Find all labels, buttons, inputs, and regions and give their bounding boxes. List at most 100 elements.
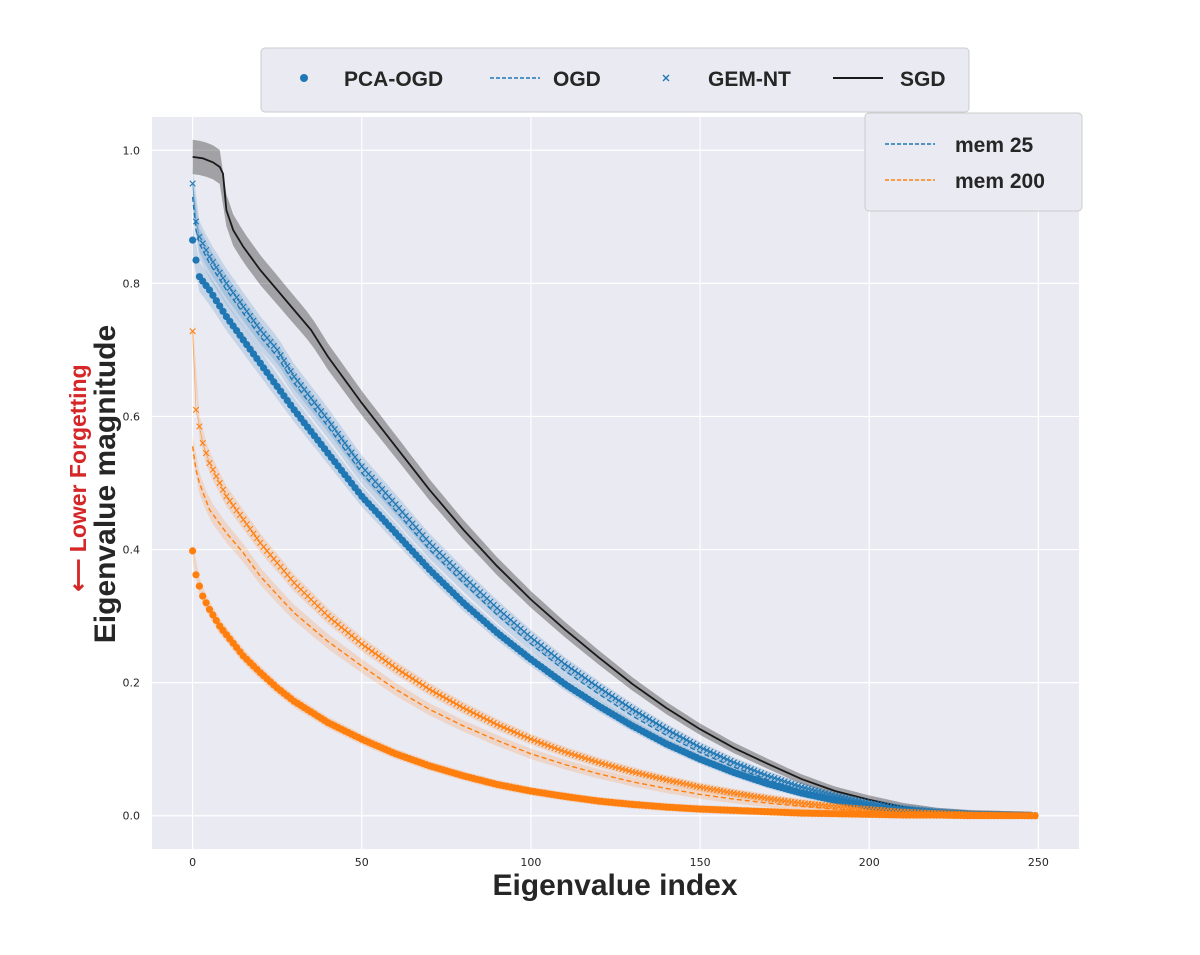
gem-nt-mem-200-x-marker (206, 459, 213, 467)
gem-nt-mem-200-x-marker (483, 716, 491, 723)
gem-nt-mem-25-x-marker (578, 672, 585, 679)
gem-nt-mem-25-x-marker (575, 670, 582, 677)
gem-nt-mem-25-x-marker (791, 781, 798, 789)
gem-nt-mem-25-x-marker (717, 753, 724, 760)
gem-nt-mem-25-x-marker (612, 695, 619, 702)
gem-nt-mem-25-x-marker (622, 701, 629, 709)
gem-nt-mem-25-x-marker (771, 774, 778, 782)
gem-nt-mem-200-x-marker (531, 737, 538, 744)
gem-nt-mem-200-x-marker (426, 686, 433, 693)
gem-nt-mem-200-x-marker (504, 725, 511, 733)
gem-nt-mem-25-x-marker (595, 684, 602, 691)
gem-nt-mem-200-x-marker (497, 722, 504, 730)
gem-nt-mem-25-x-marker (348, 449, 355, 456)
gem-nt-mem-200-x-marker (213, 473, 220, 480)
gem-nt-mem-200-x-marker (433, 689, 440, 697)
series-markers (189, 180, 1039, 820)
gem-nt-mem-200-x-marker (250, 530, 257, 537)
gem-nt-mem-25-x-marker (727, 757, 734, 765)
gem-nt-mem-25-x-marker (213, 264, 220, 271)
gem-nt-mem-200-x-marker (429, 687, 436, 695)
gem-nt-mem-25-x-marker (334, 430, 342, 437)
gem-nt-mem-25-x-marker (767, 773, 775, 781)
gem-nt-mem-25-x-marker (338, 435, 345, 442)
gem-nt-mem-200-x-marker (544, 742, 552, 749)
gem-nt-mem-25-x-marker (284, 362, 291, 370)
plot-background (152, 117, 1079, 849)
gem-nt-mem-200-x-marker (253, 535, 261, 542)
gem-nt-mem-25-x-marker (287, 368, 294, 375)
gem-nt-mem-200-markers (189, 328, 1039, 819)
gem-nt-mem-25-x-marker (778, 777, 785, 784)
gem-nt-mem-25-x-marker (784, 779, 792, 786)
gem-nt-mem-200-x-marker (361, 643, 369, 650)
gem-nt-mem-200-x-marker (395, 666, 403, 674)
gem-nt-mem-25-x-marker (639, 712, 646, 719)
methods-legend-box (260, 47, 970, 113)
y-tick-label: 1.0 (123, 144, 141, 157)
gem-nt-mem-200-x-marker (470, 709, 477, 717)
legend-mem25-label: mem 25 (955, 134, 1034, 157)
gem-nt-mem-25-x-marker (324, 416, 332, 423)
gem-nt-mem-25-x-marker (230, 289, 237, 296)
gem-nt-mem-25-x-marker (696, 743, 704, 751)
y-tick-label: 0.8 (123, 277, 141, 290)
gem-nt-mem-25-x-marker (649, 718, 656, 725)
gem-nt-mem-25-x-marker (723, 756, 731, 763)
gem-nt-mem-200-x-marker (365, 645, 372, 653)
gem-nt-mem-200-x-marker (223, 493, 230, 500)
gem-nt-mem-200-x-marker (534, 738, 541, 745)
gem-nt-mem-25-x-marker (666, 727, 673, 735)
legend-sgd-label: SGD (900, 68, 946, 91)
gem-nt-mem-25-x-marker (598, 686, 606, 693)
gem-nt-mem-25-x-marker (683, 736, 690, 744)
gem-nt-mem-200-x-marker (520, 733, 528, 740)
gem-nt-mem-200-x-marker (409, 675, 416, 682)
gem-nt-mem-200-x-marker (460, 704, 467, 712)
gem-nt-mem-200-x-marker (480, 714, 487, 722)
gem-nt-mem-25-markers (189, 180, 1039, 819)
legend-mem200-label: mem 200 (955, 170, 1045, 193)
pca-ogd-mem-25-point (219, 307, 227, 315)
gem-nt-mem-25-x-marker (656, 722, 663, 729)
gem-nt-mem-200-x-marker (199, 439, 206, 447)
legend-x-marker-icon (662, 74, 670, 82)
gem-nt-mem-25-x-marker (355, 458, 362, 465)
gem-nt-mem-25-x-marker (615, 697, 623, 704)
gem-nt-mem-25-x-marker (236, 298, 244, 306)
grid-lines (152, 117, 1079, 849)
gem-nt-mem-200-x-marker (368, 648, 376, 655)
gem-nt-mem-25-x-marker (219, 274, 227, 282)
gem-nt-mem-25-x-marker (673, 731, 680, 738)
pca-ogd-mem-200-point (195, 582, 203, 590)
x-tick-label: 0 (189, 856, 196, 869)
gem-nt-mem-25-x-marker (216, 269, 223, 276)
y-tick-labels: 0.0 0.2 0.4 0.6 0.8 1.0 (123, 144, 141, 822)
gem-nt-mem-25-x-marker (250, 317, 257, 324)
gem-nt-mem-25-x-marker (642, 714, 650, 721)
gem-nt-mem-25-x-marker (199, 240, 206, 247)
gem-nt-mem-25-x-marker (206, 253, 213, 260)
gem-nt-mem-25-x-marker (659, 724, 667, 731)
y-tick-label: 0.2 (123, 677, 141, 690)
pca-ogd-mem-200-point (189, 547, 197, 555)
gem-nt-mem-200-x-marker (422, 683, 430, 691)
gem-nt-mem-200-x-marker (405, 673, 413, 680)
legend-dot-icon (300, 74, 308, 82)
gem-nt-mem-25-x-marker (561, 660, 568, 668)
gem-nt-mem-25-x-marker (209, 258, 217, 266)
gem-nt-mem-200-x-marker (246, 525, 254, 533)
gem-nt-mem-200-x-marker (358, 640, 365, 648)
gem-nt-mem-25-x-marker (774, 776, 782, 783)
gem-nt-mem-200-x-marker (548, 743, 555, 750)
gem-nt-mem-200-x-marker (372, 650, 379, 657)
gem-nt-mem-25-x-marker (196, 233, 203, 240)
gem-nt-mem-200-x-marker (466, 708, 474, 715)
gem-nt-mem-200-x-marker (389, 662, 396, 669)
gem-nt-mem-25-x-marker (710, 750, 717, 757)
memory-legend-box (864, 112, 1083, 212)
gem-nt-mem-25-x-marker (747, 765, 755, 773)
gem-nt-mem-200-x-marker (439, 693, 447, 700)
gem-nt-mem-25-x-marker (304, 390, 311, 398)
